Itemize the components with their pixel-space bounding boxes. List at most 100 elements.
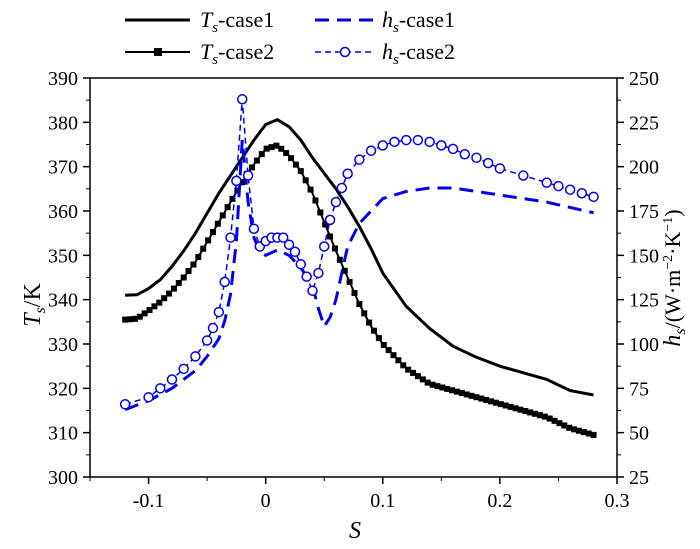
legend-marker-square xyxy=(154,48,162,56)
data-point-ts-case2 xyxy=(229,195,236,202)
data-point-hs-case2 xyxy=(447,143,459,155)
data-point-hs-case2 xyxy=(494,163,506,174)
data-point-hs-case2 xyxy=(541,177,552,188)
legend-marker-circle xyxy=(339,46,351,58)
data-point-ts-case2 xyxy=(405,366,412,373)
data-point-ts-case2 xyxy=(439,384,446,391)
data-point-ts-case2 xyxy=(488,398,495,405)
y-right-unit-a: /(W·m xyxy=(660,270,685,329)
data-point-hs-case2 xyxy=(377,140,389,151)
data-point-ts-case2 xyxy=(297,168,304,175)
y-right-unit-c: ) xyxy=(660,209,685,216)
data-point-hs-case2 xyxy=(277,232,289,243)
data-point-ts-case2 xyxy=(492,399,499,406)
data-point-ts-case2 xyxy=(366,319,373,326)
y-right-sup2: −1 xyxy=(661,217,676,232)
data-point-ts-case2 xyxy=(136,313,143,320)
data-point-ts-case2 xyxy=(532,410,539,417)
data-point-ts-case2 xyxy=(453,388,460,395)
data-point-ts-case2 xyxy=(458,390,465,397)
data-point-ts-case2 xyxy=(580,429,587,436)
x-tick-label: 0 xyxy=(261,490,271,512)
data-point-hs-case2 xyxy=(412,134,424,146)
data-point-hs-case2 xyxy=(424,136,435,148)
data-point-hs-case2 xyxy=(190,351,201,362)
series-line-ts-case1 xyxy=(125,117,594,397)
data-point-hs-case2 xyxy=(248,223,260,234)
data-point-hs-case2 xyxy=(289,246,301,258)
data-point-ts-case2 xyxy=(288,155,295,162)
data-point-ts-case2 xyxy=(141,310,148,317)
data-point-ts-case2 xyxy=(434,383,441,390)
legend-item-hs-case1: hs-case1 xyxy=(315,7,455,36)
data-point-hs-case2 xyxy=(324,214,336,226)
data-point-ts-case2 xyxy=(312,197,319,204)
data-point-ts-case2 xyxy=(258,151,265,158)
axes-layer: -0.1 0 0.1 0.2 0.3 300 310 320 330 340 350 360 370 38… xyxy=(48,68,659,512)
data-point-ts-case2 xyxy=(219,212,226,219)
y-left-tick-label: 300 xyxy=(48,467,78,489)
data-point-ts-case2 xyxy=(556,420,563,427)
data-point-ts-case2 xyxy=(571,426,578,433)
data-point-ts-case2 xyxy=(507,403,514,410)
data-point-hs-case2 xyxy=(219,276,230,288)
data-point-ts-case2 xyxy=(566,424,573,431)
data-point-ts-case2 xyxy=(356,301,363,308)
data-point-hs-case2 xyxy=(178,363,189,375)
data-point-hs-case2 xyxy=(588,191,599,203)
data-point-ts-case2 xyxy=(561,422,568,429)
x-tick-label: 0.1 xyxy=(370,490,395,512)
y-left-subscript: s xyxy=(32,307,49,313)
y-left-tick-label: 390 xyxy=(48,68,78,90)
data-point-hs-case2 xyxy=(225,232,236,243)
data-point-ts-case2 xyxy=(205,237,212,244)
data-point-hs-case2 xyxy=(207,322,219,334)
data-point-ts-case2 xyxy=(502,402,509,409)
data-point-ts-case2 xyxy=(327,233,334,240)
y-left-tick-label: 370 xyxy=(48,157,78,179)
y-right-tick-label: 175 xyxy=(629,201,659,223)
y-left-tick-label: 360 xyxy=(48,201,78,223)
data-point-hs-case2 xyxy=(295,258,307,270)
y-axis-right-label: hs/(W·m−2·K−1) xyxy=(660,209,689,346)
legend-item-ts-case2: Ts-case2 xyxy=(125,39,274,68)
x-tick-label: 0.3 xyxy=(605,490,630,512)
data-point-hs-case2 xyxy=(143,391,154,403)
data-point-hs-case2 xyxy=(342,168,353,180)
data-point-hs-case2 xyxy=(166,374,178,385)
y-right-sup1: −2 xyxy=(661,255,676,270)
data-point-ts-case2 xyxy=(395,357,402,364)
y-right-subscript: s xyxy=(672,328,689,334)
data-point-ts-case2 xyxy=(512,405,519,412)
data-point-ts-case2 xyxy=(385,347,392,354)
data-point-hs-case2 xyxy=(553,180,564,192)
data-point-ts-case2 xyxy=(444,385,451,392)
data-point-hs-case2 xyxy=(354,154,365,165)
data-point-ts-case2 xyxy=(361,310,368,317)
data-point-ts-case2 xyxy=(463,391,470,398)
data-point-ts-case2 xyxy=(234,187,241,194)
data-point-hs-case2 xyxy=(389,136,400,148)
y-left-tick-label: 330 xyxy=(48,334,78,356)
y-left-tick-label: 350 xyxy=(48,245,78,267)
series-layer xyxy=(119,94,599,438)
data-point-hs-case2 xyxy=(471,152,482,164)
data-point-ts-case2 xyxy=(214,220,221,227)
data-point-ts-case2 xyxy=(585,430,592,437)
data-point-ts-case2 xyxy=(336,256,343,263)
data-point-ts-case2 xyxy=(151,303,158,310)
y-left-tick-label: 310 xyxy=(48,423,78,445)
data-point-ts-case2 xyxy=(127,316,134,323)
data-point-ts-case2 xyxy=(410,369,417,376)
y-right-tick-label: 150 xyxy=(629,245,659,267)
data-point-ts-case2 xyxy=(551,417,558,424)
y-right-tick-label: 125 xyxy=(629,290,659,312)
data-point-ts-case2 xyxy=(195,253,202,260)
data-point-hs-case2 xyxy=(201,335,213,346)
data-point-ts-case2 xyxy=(131,315,138,322)
legend-label-ts-case2: Ts-case2 xyxy=(200,39,274,68)
data-point-ts-case2 xyxy=(522,408,529,415)
x-tick-label: 0.2 xyxy=(487,490,512,512)
data-point-ts-case2 xyxy=(146,307,153,314)
